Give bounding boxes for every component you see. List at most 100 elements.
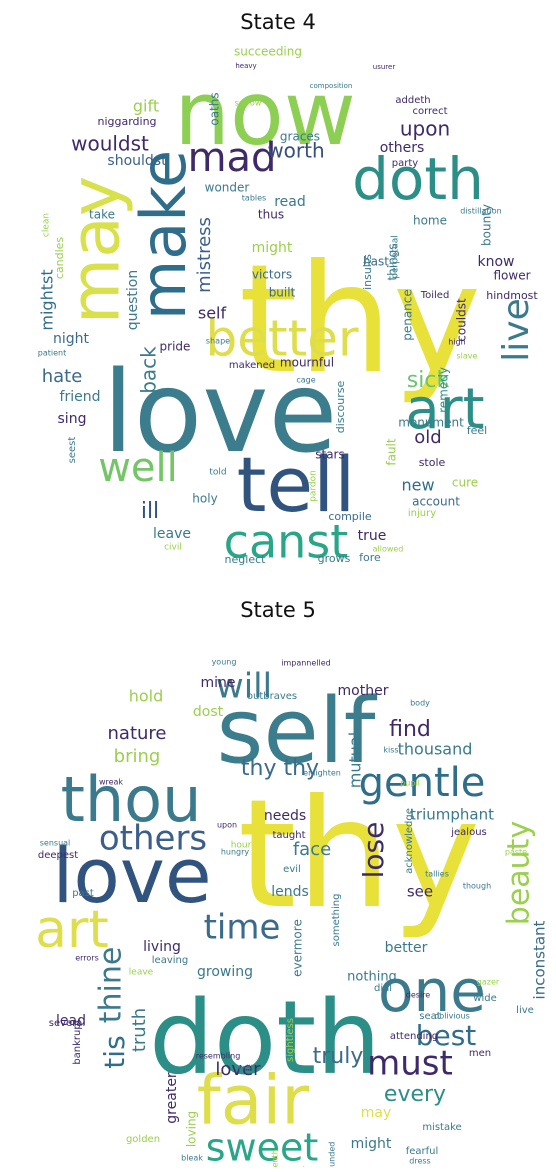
word-live: live [516,1005,534,1016]
word-perpetual: perpetual [391,235,401,278]
word-mine: mine [200,675,235,691]
word-desire: desire [406,991,431,1000]
word-know: know [478,254,515,270]
word-sensual: sensual [40,839,71,848]
word-oblivious: oblivious [434,1012,470,1021]
word-heavy: heavy [235,62,256,70]
word-sorrow: sorrow [235,99,262,108]
word-sick: sick [407,368,450,393]
word-thine: thine [94,947,129,1024]
word-upon: upon [217,821,237,830]
word-toiled: Toiled [420,290,450,301]
word-told: told [209,468,226,478]
word-candles: candles [53,237,66,280]
word-better: better [205,310,358,368]
word-wonder: wonder [205,181,250,195]
word-thy: thy [239,233,482,407]
word-lover: lover [215,1059,261,1080]
word-men: men [469,1048,491,1059]
word-tenth: tenth [271,1149,280,1167]
word-now: now [174,62,356,165]
word-loving: loving [185,1111,199,1147]
word-acknowledge: acknowledge [404,808,415,874]
word-cure: cure [452,476,478,490]
word-thou: thou [61,763,202,836]
word-hungry: hungry [221,848,250,857]
word-penance: penance [401,289,415,341]
word-though: though [463,882,491,891]
word-love: love [103,348,338,478]
word-monument: monument [398,416,464,430]
word-composition: composition [310,82,353,90]
word-thus: thus [258,208,284,222]
word-cage: cage [296,376,315,385]
word-read: read [274,194,306,210]
word-better: better [385,940,428,956]
word-nature: nature [108,723,167,744]
word-milt: milt [238,1064,253,1073]
word-home: home [413,214,447,228]
word-allowed: allowed [373,545,404,554]
word-shape: shape [206,337,230,346]
word-lose: lose [357,822,390,879]
word-errors: errors [75,954,99,963]
word-must: must [367,1044,453,1084]
word-find: find [389,717,431,742]
word-every: every [384,1082,446,1107]
word-beauty: beauty [502,821,537,925]
word-tis: tis [98,1035,131,1068]
word-hold: hold [129,687,164,706]
word-best: best [416,1019,477,1052]
word-grows: grows [318,552,351,565]
word-art: art [35,900,109,960]
word-dial: dial [374,983,392,994]
word-will: will [216,667,272,707]
word-succeeding: succeeding [234,45,302,59]
word-mistress: mistress [194,217,215,293]
word-take: take [89,208,115,222]
word-sing: sing [58,411,87,427]
word-fault: fault [385,438,399,466]
word-seat: seat [419,1011,440,1022]
chart-title-state-5: State 5 [240,598,316,622]
word-love: love [52,831,211,920]
word-needs: needs [264,808,306,824]
word-might: might [351,1136,392,1152]
word-art: art [405,377,484,442]
word-old: old [414,427,441,448]
word-mad: mad [188,135,277,181]
word-gift: gift [133,97,159,116]
word-canst: canst [224,515,349,569]
word-golden: golden [126,1134,160,1145]
word-mournful: mournful [280,356,334,370]
word-built: built [269,286,296,300]
word-triumphant: triumphant [410,806,494,824]
word-evermore: evermore [291,919,305,977]
word-correct: correct [412,106,447,117]
word-thy: thy [238,768,481,942]
word-dress: dress [409,1157,430,1166]
word-mistake: mistake [422,1122,461,1133]
word-doth: doth [352,145,484,213]
word-thy-thy: thy thy [241,756,319,781]
word-worth: worth [267,139,324,163]
word-attending: attending [390,1031,438,1042]
word-patient: patient [38,349,66,358]
word-fair: fair [197,1062,310,1141]
word-something: something [331,894,342,947]
word-shouldst: shouldst [107,153,167,169]
word-true: true [358,528,387,544]
word-several: several [49,1018,85,1029]
word-gazer: gazer [477,978,500,987]
word-taught: taught [273,830,306,841]
word-party: party [392,158,419,169]
word-sightless: sightless [285,1018,296,1062]
word-past: past [72,888,94,899]
word-wounded: wounded [328,1142,337,1167]
word-niggarding: niggarding [97,115,156,128]
word-upon: upon [400,117,450,141]
word-resembling: resembling [196,1052,241,1061]
word-bleak: bleak [181,1154,203,1163]
word-truth: truth [129,1008,150,1052]
word-self: self [198,304,227,323]
